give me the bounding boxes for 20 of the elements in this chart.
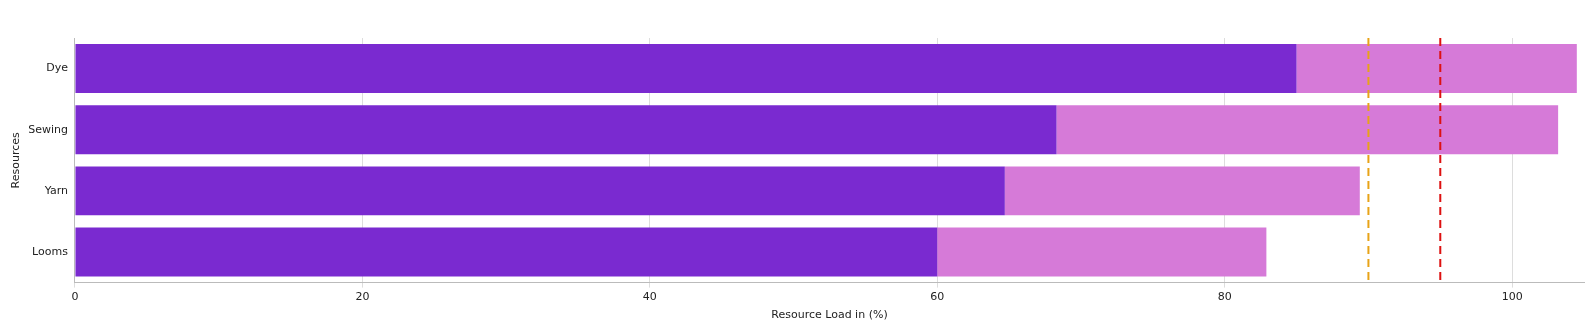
x-tick-label: 0 <box>71 290 79 304</box>
y-tick-label: Looms <box>32 244 69 258</box>
bar <box>75 166 1005 216</box>
x-axis-title: Resource Load in (%) <box>771 308 888 322</box>
bar <box>1004 166 1360 216</box>
y-tick-label: Dye <box>46 61 69 75</box>
y-tick-label: Yarn <box>43 183 68 197</box>
bar <box>75 44 1297 94</box>
y-tick-label: Sewing <box>28 122 68 136</box>
bar <box>75 105 1057 155</box>
bar <box>1296 44 1577 94</box>
x-tick-label: 40 <box>642 290 657 304</box>
x-tick-label: 100 <box>1501 290 1523 304</box>
x-tick-label: 60 <box>930 290 945 304</box>
bar <box>937 227 1267 277</box>
y-axis-title: Resources <box>9 131 23 189</box>
x-tick-label: 80 <box>1217 290 1232 304</box>
bar <box>75 227 938 277</box>
bar <box>1056 105 1559 155</box>
x-tick-label: 20 <box>355 290 370 304</box>
